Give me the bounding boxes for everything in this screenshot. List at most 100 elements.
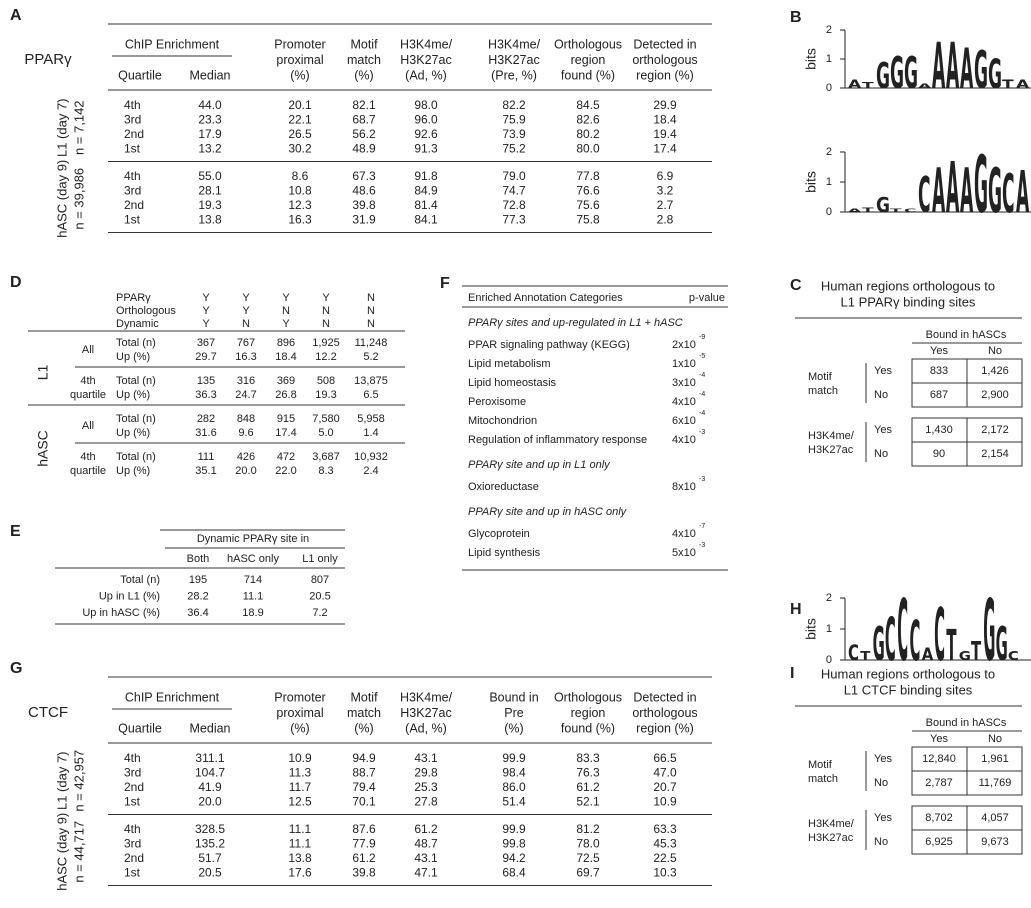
p-exponent: -3 [699, 429, 705, 436]
header: proximal [276, 53, 323, 67]
cell: 72.5 [576, 851, 600, 865]
logo-letter: C [1002, 164, 1015, 226]
cell: 3rd [124, 184, 141, 198]
header: N [367, 292, 375, 304]
section-label: L1 [35, 365, 51, 381]
cell: 12,840 [922, 753, 956, 765]
row-label: Glycoprotein [468, 528, 530, 540]
cell: 11.3 [289, 766, 312, 780]
header: (%) [290, 68, 309, 82]
header: N [282, 305, 290, 317]
logo-letter: G [983, 582, 995, 681]
group-label: L1 (day 7) [54, 751, 69, 810]
panel-label: A [10, 7, 22, 24]
row-label: Yes [874, 812, 892, 824]
cell: 195 [189, 574, 207, 586]
row-label: Total (n) [116, 413, 156, 425]
header: p-value [689, 292, 725, 304]
panel-label: B [790, 9, 802, 26]
cell: 2,172 [981, 424, 1009, 436]
cell: 28.2 [187, 590, 208, 602]
p-value: 8x10 [672, 481, 696, 493]
cell: 369 [277, 375, 295, 387]
p-value: 2x10 [672, 339, 696, 351]
header: region (%) [636, 721, 694, 735]
cell: 94.2 [502, 851, 526, 865]
header: N [242, 318, 250, 330]
logo-letter: A [960, 155, 973, 227]
p-exponent: -3 [699, 476, 705, 483]
header: Detected in [633, 690, 696, 704]
header: found (%) [561, 721, 615, 735]
header: Orthologous [116, 305, 176, 317]
logo-letter: A [1016, 160, 1029, 226]
cell: 848 [237, 413, 255, 425]
y-tick-label: 1 [826, 623, 832, 635]
header: No [988, 345, 1002, 357]
header: Detected in [633, 37, 696, 51]
cell: 29.8 [414, 766, 438, 780]
cell: 12.5 [288, 795, 312, 809]
cell: 2nd [124, 198, 144, 212]
logo-letter: G [988, 155, 1002, 227]
y-tick-label: 2 [826, 592, 832, 604]
cell: 4th [124, 98, 141, 112]
cell: 16.3 [288, 213, 312, 227]
cell: 99.8 [502, 837, 526, 851]
logo-letter: C [897, 582, 908, 681]
p-value: 4x10 [672, 528, 696, 540]
cell: 12.2 [315, 351, 336, 363]
logo-letter: T [946, 620, 956, 671]
cell: 20.5 [309, 590, 330, 602]
header: Bound in hASCs [926, 717, 1007, 729]
cell: 77.9 [352, 837, 376, 851]
p-exponent: -4 [699, 410, 705, 417]
header: Bound in [489, 690, 538, 704]
cell: 28.1 [198, 184, 222, 198]
cell: 25.3 [414, 780, 438, 794]
cell: 76.3 [576, 766, 600, 780]
axis-label: bits [803, 48, 819, 70]
cell: 39.8 [352, 866, 376, 880]
row-label: No [874, 448, 888, 460]
header: Both [187, 553, 210, 565]
header: N [322, 305, 330, 317]
cell: 43.1 [414, 751, 438, 765]
logo-letter: A [932, 29, 945, 103]
cell: 1,925 [312, 337, 340, 349]
row-label: Regulation of inflammatory response [468, 434, 647, 446]
cell: 66.5 [653, 751, 677, 765]
cell: 2nd [124, 127, 144, 141]
cell: 47.0 [653, 766, 677, 780]
row-label: Up in hASC (%) [82, 607, 160, 619]
cell: 13.2 [198, 142, 222, 156]
row-group-label: match [808, 773, 838, 785]
group-label: quartile [70, 465, 106, 477]
row-label: Lipid metabolism [468, 358, 551, 370]
cell: 20.5 [198, 866, 222, 880]
header: ChIP Enrichment [125, 37, 220, 51]
cell: 2nd [124, 851, 144, 865]
group-label: quartile [70, 389, 106, 401]
cell: 17.6 [288, 866, 312, 880]
cell: 19.3 [315, 389, 336, 401]
header: Orthologous [554, 690, 622, 704]
cell: 13.8 [198, 213, 222, 227]
cell: 44.0 [198, 98, 222, 112]
cell: 11.1 [243, 590, 264, 602]
header: H3K4me/ [400, 37, 453, 51]
p-exponent: -5 [699, 353, 705, 360]
panel-label: E [10, 523, 21, 540]
row-group-label: Motif [808, 371, 833, 383]
row-label: Total (n) [120, 574, 160, 586]
logo-letter: C [848, 641, 859, 665]
cell: 4th [124, 169, 141, 183]
logo-letter: T [862, 81, 875, 90]
logo-letter: C [885, 606, 896, 675]
header: region (%) [636, 68, 694, 82]
cell: 2.8 [657, 213, 674, 227]
cell: 367 [197, 337, 215, 349]
logo-letter: G [974, 142, 988, 232]
cell: 67.3 [352, 169, 376, 183]
header: Yes [930, 345, 948, 357]
